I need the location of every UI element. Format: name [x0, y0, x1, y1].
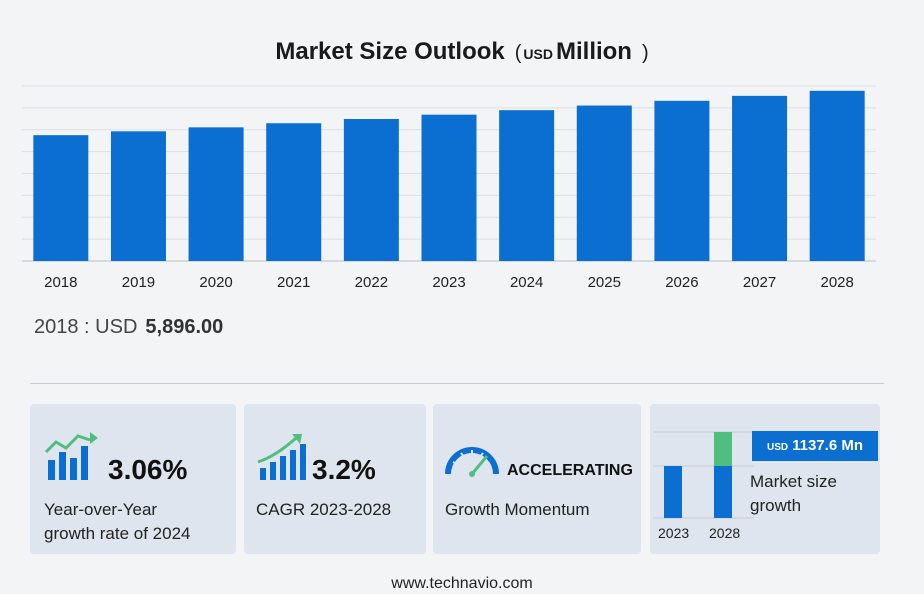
momentum-value: ACCELERATING [507, 462, 633, 479]
cagr-label: CAGR 2023-2028 [256, 500, 392, 519]
growth-year-end: 2028 [709, 525, 741, 541]
speedometer-icon [445, 447, 499, 477]
x-tick-label: 2028 [820, 274, 853, 291]
growth-year-start: 2023 [658, 525, 690, 541]
yoy-card: 3.06% Year-over-Year growth rate of 2024 [30, 404, 236, 554]
growth-card: 2023 2028 Market size growth [650, 404, 880, 554]
bar-2027 [732, 95, 788, 261]
yoy-label-line2: growth rate of 2024 [44, 524, 191, 543]
divider [30, 383, 884, 384]
x-tick-label: 2023 [432, 274, 465, 291]
bar-2026 [654, 100, 710, 261]
x-tick-label: 2026 [665, 274, 698, 291]
bar-2019 [110, 131, 166, 261]
footer-source: www.technavio.com [391, 575, 533, 592]
x-tick-label: 2027 [743, 274, 776, 291]
bar-2025 [576, 105, 632, 261]
bar-chart: 2018 2019 2020 2021 2022 2023 2024 2025 2026 2027… [22, 85, 876, 291]
base-value: 2018 : USD 5,896.00 [34, 316, 223, 339]
x-tick-label: 2022 [355, 274, 388, 291]
mini-bar-2023 [664, 466, 682, 518]
title-open-paren: ( [514, 42, 522, 64]
cagr-card: 3.2% CAGR 2023-2028 [244, 404, 426, 554]
title-unit-word: Million [555, 38, 632, 65]
momentum-card: ACCELERATING Growth Momentum [433, 404, 641, 554]
chart-title: Market Size Outlook (USD Million) [0, 38, 924, 66]
bar-2028 [809, 90, 865, 262]
bar-growth-icon [44, 432, 98, 480]
x-tick-label: 2019 [122, 274, 155, 291]
x-tick-label: 2025 [588, 274, 621, 291]
base-value-label: 2018 : USD [34, 316, 138, 338]
yoy-label-line1: Year-over-Year [44, 500, 158, 519]
x-tick-label: 2021 [277, 274, 310, 291]
growth-badge-value: 1137.6 Mn [792, 437, 863, 454]
title-main: Market Size Outlook [275, 38, 505, 65]
growth-mini-chart [654, 431, 754, 519]
title-unit: USD [523, 46, 553, 62]
bar-2022 [343, 119, 399, 261]
growth-badge-unit: USD [766, 442, 789, 453]
x-tick-label: 2024 [510, 274, 543, 291]
growth-label: Market size growth [750, 470, 837, 518]
growth-badge: USD 1137.6 Mn [752, 431, 878, 461]
cagr-value: 3.2% [312, 454, 376, 485]
growth-label-line1: Market size [750, 472, 837, 491]
x-tick-label: 2018 [44, 274, 77, 291]
growth-label-line2: growth [750, 496, 802, 515]
momentum-label: Growth Momentum [445, 500, 590, 519]
mini-bar-2028-increment [714, 432, 732, 466]
bar-2021 [266, 123, 322, 262]
bar-2023 [421, 114, 477, 261]
trend-up-icon [257, 434, 306, 480]
mini-bar-2028-base [714, 466, 732, 518]
yoy-value: 3.06% [108, 454, 188, 485]
bar-2024 [499, 110, 555, 262]
bar-2018 [33, 135, 89, 261]
bar-2020 [188, 127, 244, 262]
x-tick-label: 2020 [199, 274, 232, 291]
yoy-label: Year-over-Year growth rate of 2024 [44, 498, 190, 546]
title-close-paren: ) [641, 42, 649, 64]
base-value-number: 5,896.00 [145, 316, 224, 338]
